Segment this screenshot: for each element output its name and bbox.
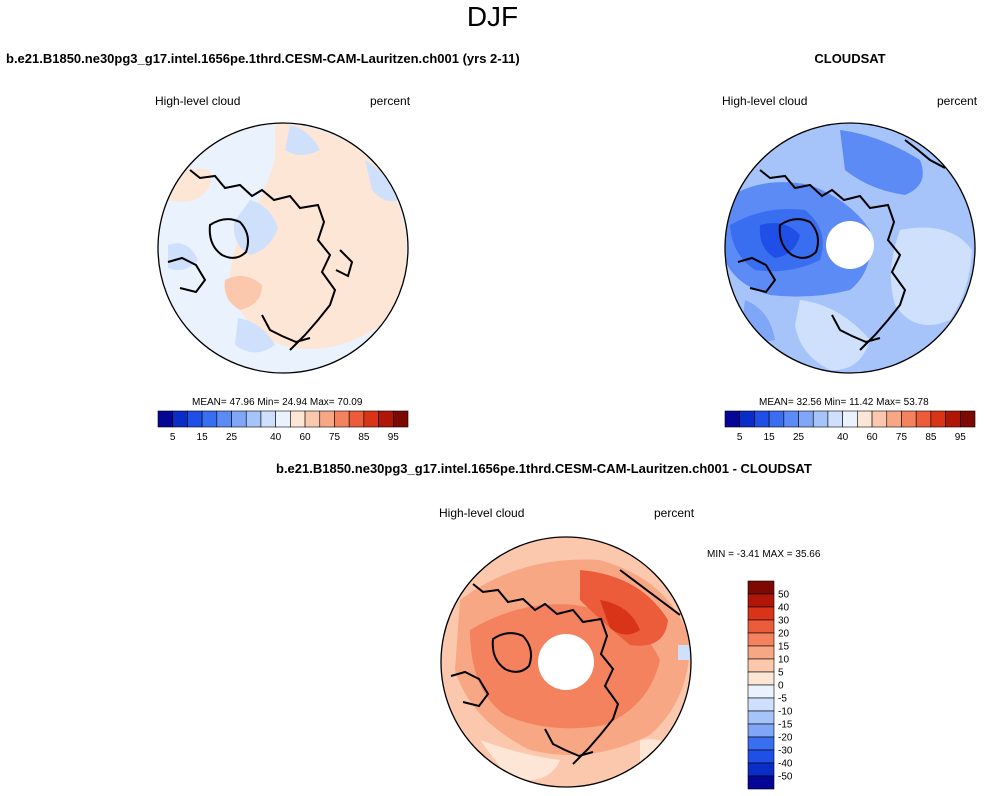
obs-min-label: Min= [824, 397, 847, 408]
diff-colorbar-swatch [747, 775, 775, 790]
obs-colorbar-tick-label: 25 [793, 432, 805, 443]
model-variable-label: High-level cloud [155, 94, 241, 108]
diff-colorbar-swatch [747, 749, 775, 764]
model-panel-title: b.e21.B1850.ne30pg3_g17.intel.1656pe.1th… [6, 51, 520, 66]
diff-colorbar-swatch [747, 736, 775, 751]
obs-mean: 32.56 [796, 397, 822, 408]
diff-panel-title: b.e21.B1850.ne30pg3_g17.intel.1656pe.1th… [276, 461, 812, 476]
diff-colorbar-tick-label: -20 [778, 733, 793, 744]
diff-colorbar-swatch [747, 762, 775, 777]
model-mean: 47.96 [229, 397, 255, 408]
model-colorbar-tick-label: 85 [358, 432, 370, 443]
obs-max-label: Max= [876, 397, 901, 408]
model-coastlines [167, 169, 354, 351]
model-units-label: percent [370, 94, 411, 108]
diff-colorbar-swatch [747, 710, 775, 725]
diff-min: -3.41 [736, 549, 760, 560]
diff-colorbar-swatch [747, 606, 775, 621]
obs-coastlines [737, 139, 946, 351]
model-max: 70.09 [337, 397, 363, 408]
model-colorbar-tick-label: 40 [270, 432, 282, 443]
obs-mean-label: MEAN= [759, 397, 794, 408]
diff-colorbar-swatch [747, 684, 775, 699]
diff-colorbar-swatch [747, 619, 775, 634]
model-colorbar-swatch [392, 410, 409, 428]
obs-colorbar-tick-label: 75 [896, 432, 908, 443]
diff-colorbar-tick-label: -10 [778, 707, 793, 718]
diff-colorbar-swatch [747, 645, 775, 660]
obs-colorbar-tick-label: 40 [837, 432, 849, 443]
obs-variable-label: High-level cloud [722, 94, 808, 108]
diff-coastlines [450, 569, 681, 765]
diff-colorbar-tick-label: -40 [778, 759, 793, 770]
model-min-label: Min= [257, 397, 280, 408]
model-field [158, 123, 408, 373]
diff-stats: MIN = -3.41 MAX = 35.66 [707, 549, 820, 560]
diff-colorbar-swatch [747, 697, 775, 712]
obs-min: 11.42 [849, 397, 874, 408]
obs-colorbar-tick-label: 60 [866, 432, 878, 443]
obs-polar-gap [826, 221, 874, 269]
diff-colorbar-tick-label: -50 [778, 772, 793, 783]
obs-colorbar: 5 15 25 40 60 75 85 95 [724, 410, 976, 443]
diff-colorbar-tick-label: 50 [778, 590, 790, 601]
obs-colorbar-tick-label: 15 [764, 432, 776, 443]
diff-polar-gap [538, 634, 594, 690]
diff-colorbar-swatch [747, 658, 775, 673]
diff-units-label: percent [654, 506, 695, 520]
model-colorbar: 5 15 25 40 60 75 85 95 [157, 410, 409, 443]
model-colorbar-tick-label: 95 [388, 432, 400, 443]
diff-colorbar-tick-label: -30 [778, 746, 793, 757]
obs-units-label: percent [937, 94, 978, 108]
model-max-label: Max= [309, 397, 335, 408]
diff-colorbar-swatch [747, 593, 775, 608]
obs-stats: MEAN= 32.56 Min= 11.42 Max= 53.78 [759, 397, 929, 408]
diff-colorbar-tick-label: 20 [778, 629, 790, 640]
diff-colorbar-swatch [747, 723, 775, 738]
diff-variable-label: High-level cloud [439, 506, 525, 520]
model-colorbar-tick-label: 75 [329, 432, 341, 443]
model-colorbar-tick-label: 15 [197, 432, 209, 443]
obs-colorbar-tick-label: 85 [925, 432, 937, 443]
diff-colorbar-swatch [747, 632, 775, 647]
model-colorbar-tick-label: 25 [226, 432, 238, 443]
diff-colorbar-swatch [747, 671, 775, 686]
diff-colorbar-tick-label: 10 [778, 655, 790, 666]
diff-colorbar-tick-label: 0 [778, 681, 784, 692]
diff-colorbar-tick-label: 30 [778, 616, 790, 627]
model-stats: MEAN= 47.96 Min= 24.94 Max= 70.09 [192, 397, 362, 408]
obs-colorbar-swatch [959, 410, 976, 428]
diff-colorbar-tick-label: 15 [778, 642, 790, 653]
obs-panel-title: CLOUDSAT [814, 51, 886, 66]
diff-colorbar-tick-label: 40 [778, 603, 790, 614]
diff-max: 35.66 [795, 549, 821, 560]
diff-colorbar-swatch [747, 580, 775, 595]
diff-colorbar-tick-label: -15 [778, 720, 793, 731]
diff-colorbar-tick-label: -5 [778, 694, 787, 705]
model-colorbar-tick-label: 60 [299, 432, 311, 443]
diff-min-label: MIN = [707, 549, 734, 560]
obs-max: 53.78 [903, 397, 929, 408]
model-mean-label: MEAN= [192, 397, 227, 408]
diff-colorbar-tick-label: 5 [778, 668, 784, 679]
obs-colorbar-tick-label: 95 [955, 432, 967, 443]
model-colorbar-tick-label: 5 [170, 432, 176, 443]
page-title: DJF [466, 1, 519, 32]
diff-max-label: MAX = [762, 549, 793, 560]
obs-colorbar-tick-label: 5 [737, 432, 743, 443]
model-min: 24.94 [282, 397, 308, 408]
